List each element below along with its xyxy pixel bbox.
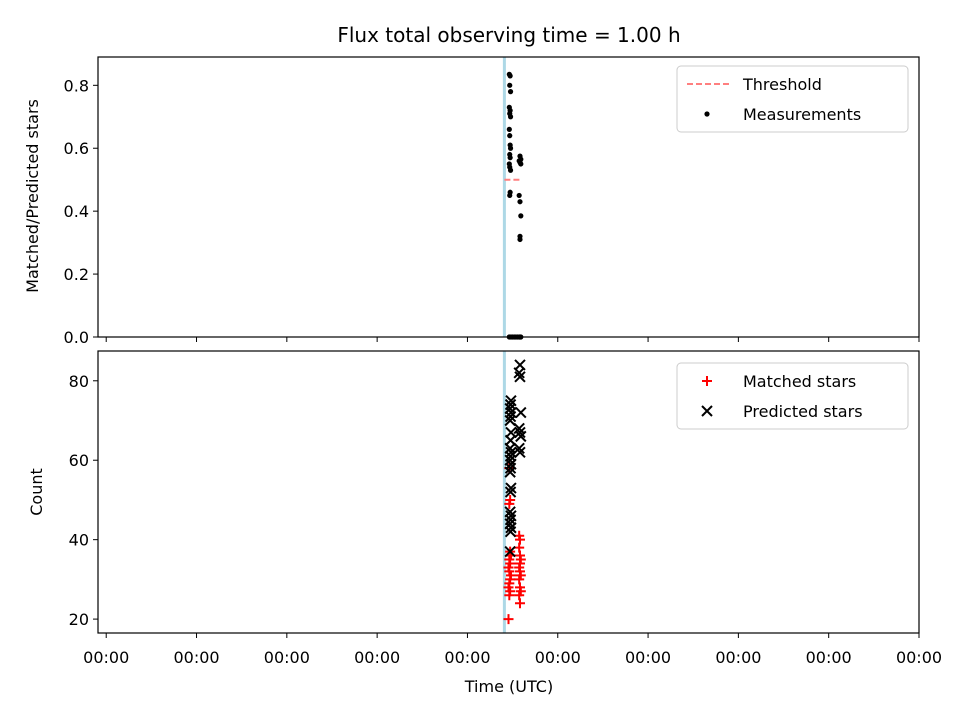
data-point: [507, 82, 513, 88]
data-point: [515, 406, 527, 419]
data-point: [504, 398, 517, 411]
data-point: [516, 192, 522, 199]
data-point: [505, 446, 517, 458]
data-point: [505, 394, 517, 407]
x-axis-label: Time (UTC): [464, 677, 553, 696]
data-point: [514, 371, 526, 383]
data-point: [518, 213, 524, 219]
data-point: [507, 133, 513, 139]
data-point: [507, 114, 514, 120]
data-point: [503, 614, 514, 625]
data-point: [514, 359, 526, 371]
chart-title: Flux total observing time = 1.00 h: [337, 23, 680, 47]
y-tick-label: 40: [69, 531, 89, 550]
legend-label: Threshold: [742, 75, 822, 94]
data-point: [507, 155, 513, 161]
bottom-y-axis-label: Count: [27, 468, 46, 516]
data-point: [507, 192, 513, 199]
x-tick-label: 00:00: [625, 648, 671, 667]
x-tick-label: 00:00: [806, 648, 852, 667]
legend: Matched stars Predicted stars: [676, 362, 909, 430]
legend-swatch: [704, 111, 710, 117]
x-tick-label: 00:00: [354, 648, 400, 667]
y-tick-label: 0.6: [64, 139, 89, 158]
x-tick-label: 00:00: [715, 648, 761, 667]
data-point: [507, 73, 513, 79]
y-tick-label: 0.2: [64, 265, 89, 284]
x-tick-label: 00:00: [896, 648, 942, 667]
data-point: [505, 426, 517, 439]
x-tick-label: 00:00: [264, 648, 310, 667]
legend-label: Predicted stars: [743, 402, 863, 421]
y-tick-label: 20: [69, 610, 89, 629]
data-point: [514, 426, 526, 439]
series-matched-stars: [503, 463, 526, 625]
x-tick-label: 00:00: [444, 648, 490, 667]
data-point: [513, 442, 525, 455]
data-point: [504, 486, 517, 498]
legend-label: Matched stars: [743, 372, 856, 391]
data-point: [517, 236, 523, 243]
data-point: [504, 506, 516, 518]
legend-box: [676, 65, 909, 133]
data-point: [507, 167, 514, 173]
data-point: [505, 510, 517, 522]
x-tick-label: 00:00: [83, 648, 129, 667]
series-measurements: [506, 71, 524, 340]
data-point: [505, 494, 516, 505]
legend-swatch: [702, 376, 712, 386]
y-tick-label: 80: [69, 372, 89, 391]
y-tick-label: 0.8: [64, 76, 89, 95]
x-tick-label: 00:00: [173, 648, 219, 667]
data-point: [513, 422, 525, 435]
series-predicted-stars: [504, 359, 527, 558]
data-point: [505, 482, 517, 494]
data-point: [518, 161, 524, 167]
y-tick-label: 0.0: [64, 328, 89, 347]
data-point: [507, 145, 514, 151]
data-point: [517, 199, 523, 205]
legend: Threshold Measurements: [676, 65, 909, 133]
data-point: [506, 126, 512, 132]
top-panel: Flux total observing time = 1.00 h Match…: [23, 23, 920, 347]
y-tick-label: 0.4: [64, 202, 89, 221]
axes-frame: [97, 350, 920, 634]
data-point: [504, 545, 516, 558]
legend-swatch: [701, 405, 713, 417]
x-tick-label: 00:00: [535, 648, 581, 667]
data-point: [507, 89, 514, 95]
legend-label: Measurements: [743, 105, 861, 124]
y-tick-label: 60: [69, 451, 89, 470]
top-y-axis-label: Matched/Predicted stars: [23, 99, 42, 293]
data-point: [514, 446, 526, 458]
bottom-panel: Count Time (UTC) 20 40 60 80 00:00 00:00 00:00…: [27, 350, 942, 696]
legend-box: [676, 362, 909, 430]
axes-frame: [97, 56, 920, 338]
